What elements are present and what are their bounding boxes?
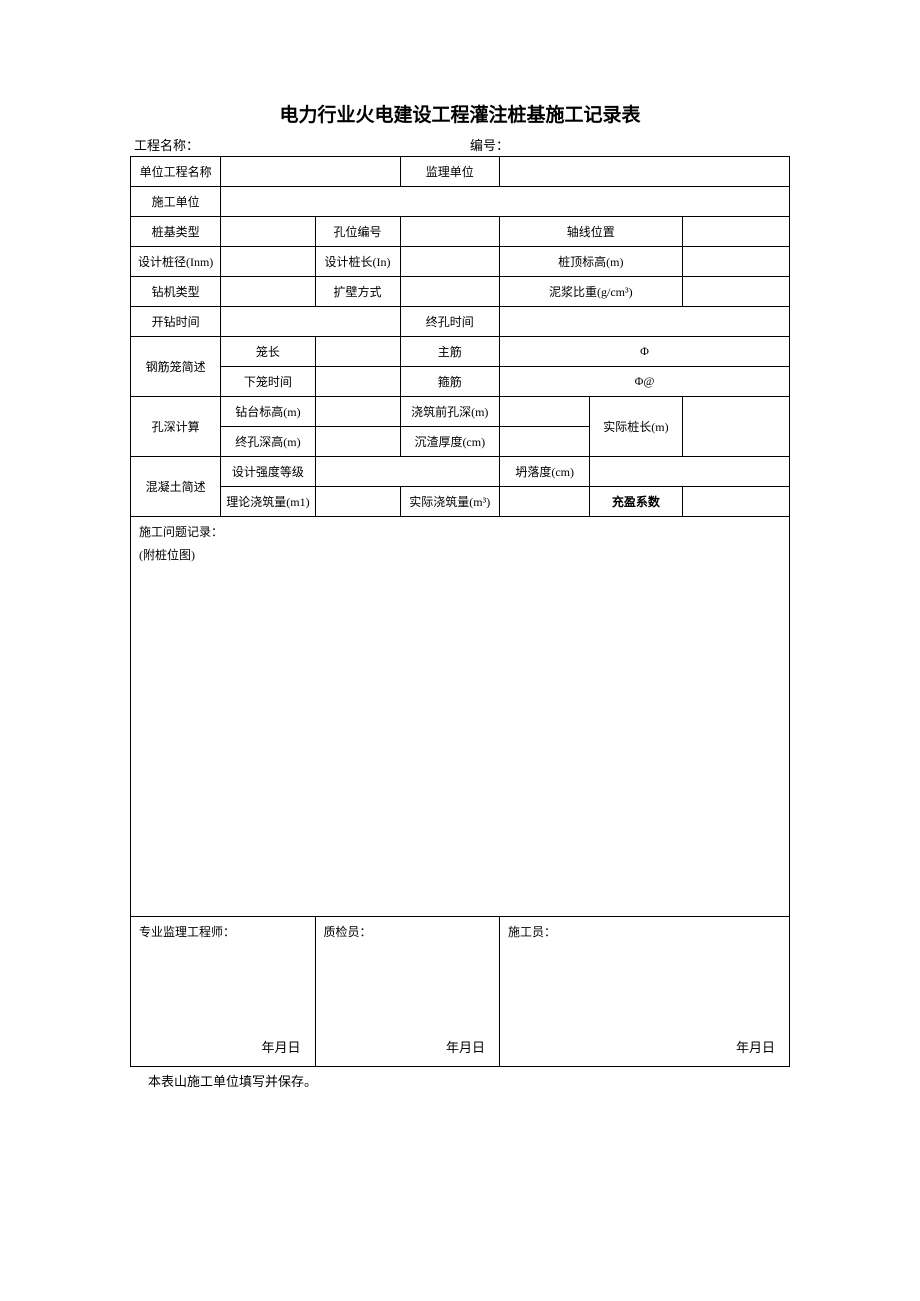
value-theory-volume: [315, 487, 400, 517]
value-hole-number: [400, 217, 500, 247]
value-end-time: [500, 307, 790, 337]
value-actual-volume: [500, 487, 590, 517]
sig-qc-label: 质检员：: [324, 925, 372, 939]
sig-supervisor-date: 年月日: [262, 1037, 301, 1056]
sig-supervisor-label: 专业监理工程师：: [139, 925, 235, 939]
sig-builder-label: 施工员：: [508, 925, 556, 939]
label-fill-factor: 充盈系数: [590, 487, 682, 517]
label-cage-length: 笼长: [221, 337, 315, 367]
label-design-diameter: 设计桩径(Inm): [131, 247, 221, 277]
label-rebar-cage: 钢筋笼简述: [131, 337, 221, 397]
value-final-depth: [315, 427, 400, 457]
label-concrete-desc: 混凝土简述: [131, 457, 221, 517]
label-lower-time: 下笼时间: [221, 367, 315, 397]
label-design-length: 设计桩长(In): [315, 247, 400, 277]
sig-qc-date: 年月日: [446, 1037, 485, 1056]
project-name-label: 工程名称：: [130, 135, 460, 154]
label-hole-number: 孔位编号: [315, 217, 400, 247]
value-mud-density: [682, 277, 789, 307]
label-mud-density: 泥浆比重(g/cm³): [500, 277, 683, 307]
label-design-strength: 设计强度等级: [221, 457, 315, 487]
value-drill-type: [221, 277, 315, 307]
value-unit-project: [221, 157, 400, 187]
label-construction-unit: 施工单位: [131, 187, 221, 217]
value-start-time: [221, 307, 400, 337]
value-design-strength: [315, 457, 500, 487]
value-lower-time: [315, 367, 400, 397]
label-hole-depth-calc: 孔深计算: [131, 397, 221, 457]
label-slump: 坍落度(cm): [500, 457, 590, 487]
label-pile-top-elev: 桩顶标高(m): [500, 247, 683, 277]
header-row: 工程名称： 编号：: [130, 135, 790, 154]
construction-notes: 施工问题记录： (附桩位图): [131, 517, 790, 917]
label-start-time: 开钻时间: [131, 307, 221, 337]
record-table: 单位工程名称 监理单位 施工单位 桩基类型 孔位编号 轴线位置 设计桩径(Inm…: [130, 156, 790, 1067]
value-sediment-thick: [500, 427, 590, 457]
value-axis-position: [682, 217, 789, 247]
label-sediment-thick: 沉渣厚度(cm): [400, 427, 500, 457]
notes-line-1: 施工问题记录：: [139, 523, 781, 540]
label-theory-volume: 理论浇筑量(m1): [221, 487, 315, 517]
label-wall-method: 扩壁方式: [315, 277, 400, 307]
page-title: 电力行业火电建设工程灌注桩基施工记录表: [130, 100, 790, 127]
label-supervisor-unit: 监理单位: [400, 157, 500, 187]
label-unit-project: 单位工程名称: [131, 157, 221, 187]
value-fill-factor: [682, 487, 789, 517]
value-design-length: [400, 247, 500, 277]
value-pre-pour-depth: [500, 397, 590, 427]
label-stirrup: 箍筋: [400, 367, 500, 397]
value-main-rebar: Φ: [500, 337, 790, 367]
label-final-depth: 终孔深高(m): [221, 427, 315, 457]
label-actual-pile-length: 实际桩长(m): [590, 397, 682, 457]
label-actual-volume: 实际浇筑量(m³): [400, 487, 500, 517]
sig-builder-date: 年月日: [736, 1037, 775, 1056]
signature-qc: 质检员： 年月日: [315, 917, 500, 1067]
value-platform-elev: [315, 397, 400, 427]
label-drill-type: 钻机类型: [131, 277, 221, 307]
value-stirrup: Φ@: [500, 367, 790, 397]
value-cage-length: [315, 337, 400, 367]
signature-supervisor: 专业监理工程师： 年月日: [131, 917, 316, 1067]
value-pile-top-elev: [682, 247, 789, 277]
notes-line-2: (附桩位图): [139, 546, 781, 563]
value-construction-unit: [221, 187, 790, 217]
value-supervisor-unit: [500, 157, 790, 187]
label-pile-type: 桩基类型: [131, 217, 221, 247]
number-label: 编号：: [460, 135, 790, 154]
value-actual-pile-length: [682, 397, 789, 457]
value-pile-type: [221, 217, 315, 247]
label-main-rebar: 主筋: [400, 337, 500, 367]
value-design-diameter: [221, 247, 315, 277]
value-wall-method: [400, 277, 500, 307]
footer-note: 本表山施工单位填写并保存。: [130, 1071, 790, 1090]
label-pre-pour-depth: 浇筑前孔深(m): [400, 397, 500, 427]
signature-builder: 施工员： 年月日: [500, 917, 790, 1067]
label-end-time: 终孔时间: [400, 307, 500, 337]
label-platform-elev: 钻台标高(m): [221, 397, 315, 427]
label-axis-position: 轴线位置: [500, 217, 683, 247]
value-slump: [590, 457, 790, 487]
